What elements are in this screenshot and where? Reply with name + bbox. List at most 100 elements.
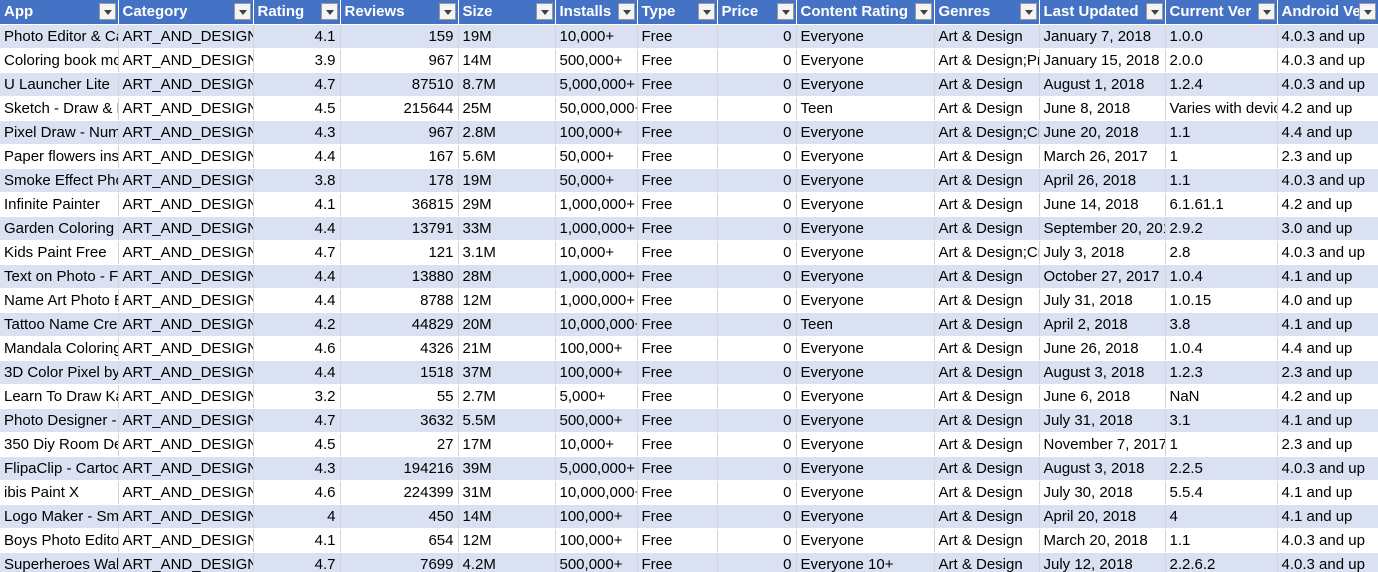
- column-header[interactable]: Genres: [934, 0, 1040, 25]
- table-cell[interactable]: June 26, 2018: [1039, 336, 1166, 361]
- table-cell[interactable]: 19M: [458, 168, 556, 193]
- table-cell[interactable]: 2.8: [1165, 240, 1278, 265]
- table-cell[interactable]: June 8, 2018: [1039, 96, 1166, 121]
- table-cell[interactable]: 4.3: [253, 120, 341, 145]
- table-cell[interactable]: 178: [340, 168, 459, 193]
- table-cell[interactable]: Free: [637, 360, 718, 385]
- table-cell[interactable]: ART_AND_DESIGN: [118, 96, 254, 121]
- filter-dropdown-icon[interactable]: [697, 3, 715, 20]
- table-cell[interactable]: Free: [637, 312, 718, 337]
- table-cell[interactable]: 36815: [340, 192, 459, 217]
- table-cell[interactable]: 1.2.4: [1165, 72, 1278, 97]
- table-cell[interactable]: July 3, 2018: [1039, 240, 1166, 265]
- table-cell[interactable]: Art & Design: [934, 456, 1040, 481]
- table-cell[interactable]: 215644: [340, 96, 459, 121]
- table-cell[interactable]: 10,000+: [555, 240, 638, 265]
- table-cell[interactable]: Everyone: [796, 264, 935, 289]
- table-cell[interactable]: 0: [717, 504, 797, 529]
- table-cell[interactable]: July 12, 2018: [1039, 552, 1166, 572]
- table-cell[interactable]: 6.1.61.1: [1165, 192, 1278, 217]
- table-cell[interactable]: 4.2 and up: [1277, 384, 1378, 409]
- table-cell[interactable]: 1,000,000+: [555, 216, 638, 241]
- table-cell[interactable]: 2.8M: [458, 120, 556, 145]
- table-cell[interactable]: 121: [340, 240, 459, 265]
- table-cell[interactable]: 500,000+: [555, 552, 638, 572]
- table-cell[interactable]: 3632: [340, 408, 459, 433]
- table-cell[interactable]: June 6, 2018: [1039, 384, 1166, 409]
- table-cell[interactable]: 3.9: [253, 48, 341, 73]
- table-cell[interactable]: Free: [637, 480, 718, 505]
- table-cell[interactable]: July 30, 2018: [1039, 480, 1166, 505]
- table-cell[interactable]: 0: [717, 480, 797, 505]
- table-cell[interactable]: 4.0 and up: [1277, 288, 1378, 313]
- table-cell[interactable]: ART_AND_DESIGN: [118, 192, 254, 217]
- table-cell[interactable]: Art & Design: [934, 552, 1040, 572]
- table-cell[interactable]: Free: [637, 72, 718, 97]
- column-header[interactable]: App: [0, 0, 119, 25]
- table-cell[interactable]: Teen: [796, 96, 935, 121]
- table-cell[interactable]: 13791: [340, 216, 459, 241]
- table-cell[interactable]: Infinite Painter: [0, 192, 119, 217]
- table-cell[interactable]: 0: [717, 384, 797, 409]
- table-cell[interactable]: 4.4: [253, 144, 341, 169]
- table-cell[interactable]: Art & Design: [934, 216, 1040, 241]
- table-cell[interactable]: ART_AND_DESIGN: [118, 144, 254, 169]
- table-cell[interactable]: 37M: [458, 360, 556, 385]
- table-cell[interactable]: 19M: [458, 24, 556, 49]
- filter-dropdown-icon[interactable]: [1358, 3, 1376, 20]
- table-cell[interactable]: Everyone: [796, 360, 935, 385]
- table-cell[interactable]: Everyone: [796, 384, 935, 409]
- table-cell[interactable]: 4.0.3 and up: [1277, 48, 1378, 73]
- table-cell[interactable]: 25M: [458, 96, 556, 121]
- table-cell[interactable]: 8.7M: [458, 72, 556, 97]
- table-cell[interactable]: 4.0.3 and up: [1277, 528, 1378, 553]
- table-cell[interactable]: ART_AND_DESIGN: [118, 216, 254, 241]
- table-cell[interactable]: Photo Designer - Write your name: [0, 408, 119, 433]
- table-cell[interactable]: Sketch - Draw & Paint: [0, 96, 119, 121]
- table-cell[interactable]: October 27, 2017: [1039, 264, 1166, 289]
- table-cell[interactable]: 967: [340, 48, 459, 73]
- column-header[interactable]: Last Updated: [1039, 0, 1166, 25]
- table-cell[interactable]: 4.1 and up: [1277, 408, 1378, 433]
- table-cell[interactable]: 350 Diy Room Decor Ideas: [0, 432, 119, 457]
- table-cell[interactable]: 2.3 and up: [1277, 360, 1378, 385]
- table-cell[interactable]: August 3, 2018: [1039, 360, 1166, 385]
- table-cell[interactable]: 0: [717, 48, 797, 73]
- table-cell[interactable]: Art & Design: [934, 192, 1040, 217]
- table-cell[interactable]: Free: [637, 48, 718, 73]
- table-cell[interactable]: 4.7: [253, 408, 341, 433]
- table-cell[interactable]: 4.4 and up: [1277, 120, 1378, 145]
- table-cell[interactable]: 3.8: [1165, 312, 1278, 337]
- table-cell[interactable]: 4.0.3 and up: [1277, 72, 1378, 97]
- table-cell[interactable]: 50,000+: [555, 168, 638, 193]
- table-cell[interactable]: Art & Design: [934, 144, 1040, 169]
- table-cell[interactable]: Art & Design: [934, 168, 1040, 193]
- table-cell[interactable]: 3.0 and up: [1277, 216, 1378, 241]
- table-cell[interactable]: FlipaClip - Cartoon animation: [0, 456, 119, 481]
- table-cell[interactable]: 5.5M: [458, 408, 556, 433]
- table-cell[interactable]: April 20, 2018: [1039, 504, 1166, 529]
- table-cell[interactable]: July 31, 2018: [1039, 408, 1166, 433]
- table-cell[interactable]: Everyone: [796, 504, 935, 529]
- table-cell[interactable]: ART_AND_DESIGN: [118, 528, 254, 553]
- table-cell[interactable]: 50,000,000+: [555, 96, 638, 121]
- table-cell[interactable]: Coloring book moana: [0, 48, 119, 73]
- table-cell[interactable]: 1.0.0: [1165, 24, 1278, 49]
- table-cell[interactable]: 1,000,000+: [555, 192, 638, 217]
- table-cell[interactable]: 4.1 and up: [1277, 480, 1378, 505]
- table-cell[interactable]: ART_AND_DESIGN: [118, 456, 254, 481]
- table-cell[interactable]: Teen: [796, 312, 935, 337]
- table-cell[interactable]: 4.2 and up: [1277, 192, 1378, 217]
- table-cell[interactable]: 4.6: [253, 480, 341, 505]
- table-cell[interactable]: June 20, 2018: [1039, 120, 1166, 145]
- table-cell[interactable]: Free: [637, 264, 718, 289]
- table-cell[interactable]: Art & Design;Creativity: [934, 120, 1040, 145]
- table-cell[interactable]: 87510: [340, 72, 459, 97]
- table-cell[interactable]: September 20, 2017: [1039, 216, 1166, 241]
- table-cell[interactable]: ART_AND_DESIGN: [118, 168, 254, 193]
- table-cell[interactable]: 0: [717, 432, 797, 457]
- filter-dropdown-icon[interactable]: [98, 3, 116, 20]
- table-cell[interactable]: March 20, 2018: [1039, 528, 1166, 553]
- table-cell[interactable]: ART_AND_DESIGN: [118, 408, 254, 433]
- table-cell[interactable]: 654: [340, 528, 459, 553]
